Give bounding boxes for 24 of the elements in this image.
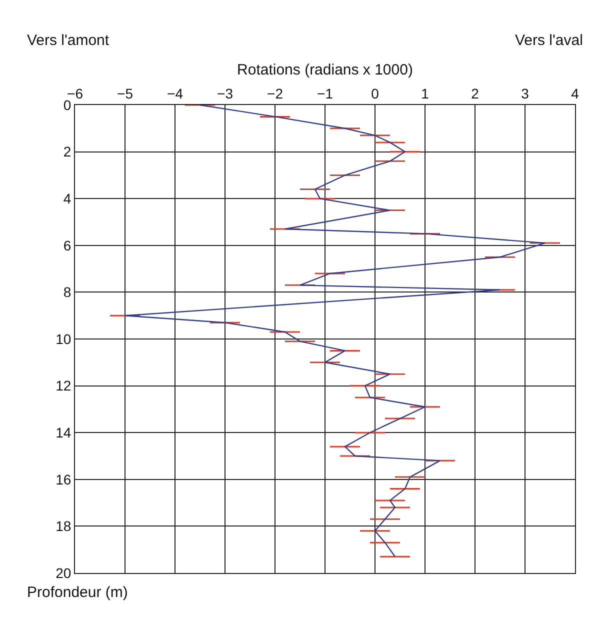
text: Vers l'aval	[515, 32, 583, 49]
y-axis-title: Profondeur (m)	[27, 584, 128, 601]
x-axis-title: Rotations (radians x 1000)	[237, 62, 413, 79]
y-tick-label: 20	[56, 564, 72, 581]
y-tick-label: 8	[63, 284, 72, 300]
x-tick-label: −3	[217, 85, 234, 102]
y-tick-label: 4	[63, 190, 72, 206]
text: Vers l'amont	[27, 32, 110, 49]
y-tick-label: 10	[56, 330, 72, 347]
x-tick-label: 4	[571, 85, 580, 102]
y-tick-label: 12	[56, 378, 72, 394]
y-tick-label: 2	[63, 144, 72, 160]
x-tick-label: 2	[471, 85, 480, 102]
x-tick-label: 1	[421, 85, 430, 102]
x-tick-label: −4	[167, 85, 184, 102]
x-tick-label: 3	[521, 85, 530, 102]
x-tick-label: −5	[117, 85, 134, 102]
y-tick-label: 14	[56, 424, 72, 440]
x-tick-label: −1	[317, 85, 334, 102]
x-tick-label: −2	[267, 85, 284, 102]
y-tick-label: 16	[56, 471, 72, 488]
y-tick-label: 18	[56, 518, 72, 534]
y-tick-label: 6	[63, 237, 72, 254]
x-tick-label: 0	[371, 85, 380, 102]
